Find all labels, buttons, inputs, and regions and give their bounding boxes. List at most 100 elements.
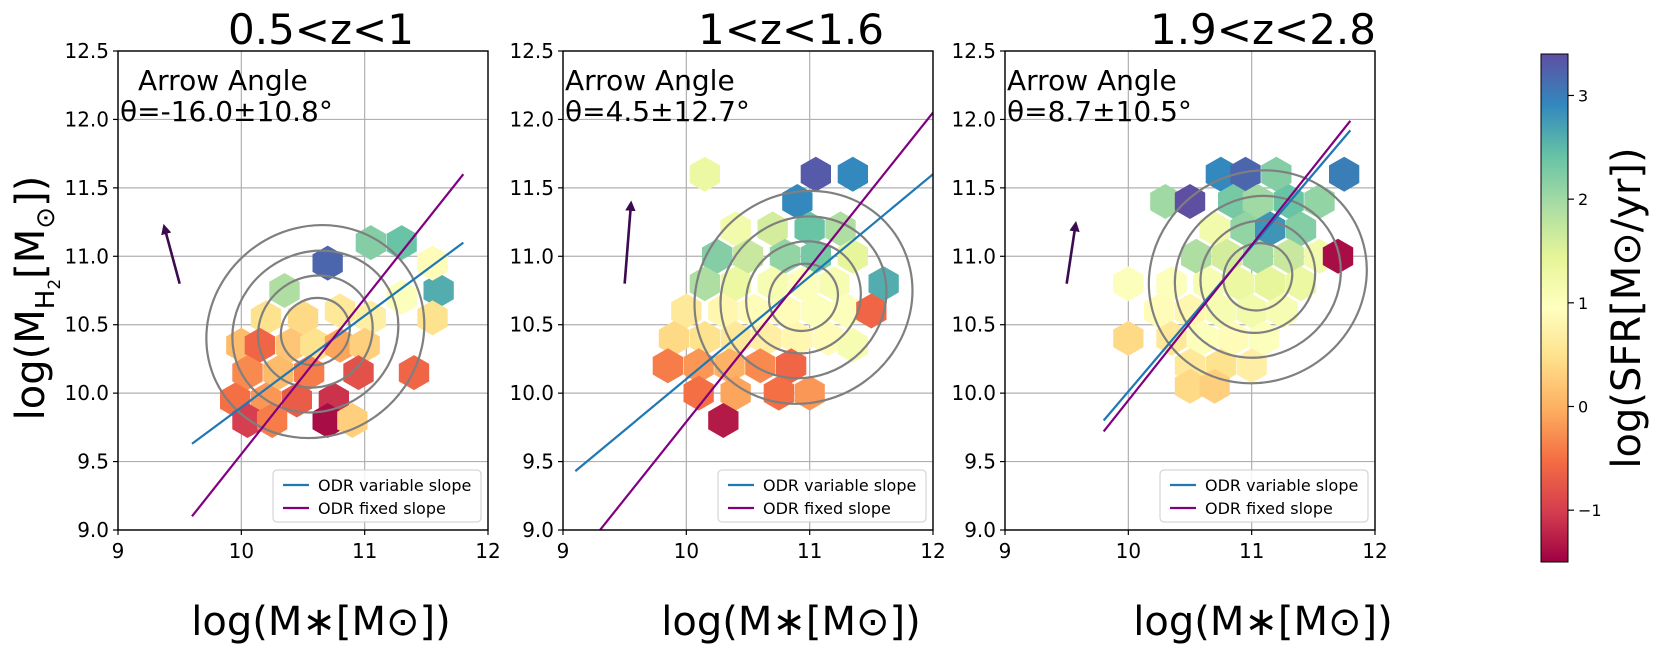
- hexbin: [819, 266, 850, 302]
- hexbin: [324, 327, 356, 363]
- hexbin: [1273, 238, 1304, 274]
- hexbin: [269, 273, 300, 308]
- odr-fixed-slope-line: [191, 173, 465, 517]
- contour-level: [745, 240, 862, 355]
- legend-label: ODR fixed slope: [763, 499, 891, 518]
- hexbin: [1205, 293, 1236, 329]
- y-tick-label: 11.5: [64, 176, 109, 200]
- y-tick-label: 10.5: [64, 313, 109, 337]
- x-tick-label: 11: [797, 539, 822, 563]
- contour-level: [256, 274, 374, 389]
- y-axis-label: log(MH2[M⊙]): [8, 176, 65, 421]
- plot-frame: [562, 50, 934, 531]
- hexbin: [683, 375, 714, 411]
- hexbin: [720, 266, 751, 302]
- x-tick-label: 11: [1239, 539, 1264, 563]
- angle-arrow: [623, 200, 636, 284]
- y-tick-label: 10.0: [951, 381, 996, 405]
- legend-label: ODR variable slope: [1205, 476, 1358, 495]
- annotation-theta: θ=-16.0±10.8°: [120, 95, 333, 128]
- hexbin: [1174, 368, 1206, 404]
- hexbin: [658, 320, 690, 356]
- hexbin: [837, 327, 868, 363]
- y-tick-label: 12.5: [951, 39, 996, 63]
- colorbar: −1 0 1 2 3 log(SFR[M⊙/yr]): [1540, 53, 1650, 563]
- hexbin: [1261, 156, 1292, 192]
- hexbin: [856, 293, 887, 329]
- hexbin: [652, 348, 683, 384]
- y-tick-label: 9.5: [77, 450, 109, 474]
- colorbar-gradient: [1540, 53, 1569, 563]
- y-tick-label: 11.5: [509, 176, 554, 200]
- x-tick-label: 9: [112, 539, 125, 563]
- hexbin: [708, 293, 739, 329]
- hexbin: [776, 348, 807, 384]
- contour-level: [1222, 242, 1294, 312]
- y-tick-label: 9.0: [77, 518, 109, 542]
- x-tick-label: 12: [920, 539, 945, 563]
- hexbin: [1242, 184, 1273, 219]
- x-tick-label: 10: [229, 539, 254, 563]
- colorbar-tick-label: −1: [1578, 501, 1602, 520]
- hexbin: [868, 266, 899, 302]
- hexbin: [813, 320, 844, 356]
- x-axis-label: log(M∗[M⊙]): [1133, 599, 1392, 645]
- panel-title: 1<z<1.6: [698, 5, 884, 54]
- hexbin: [689, 266, 720, 302]
- colorbar-tick-label: 0: [1578, 397, 1588, 416]
- annotation-theta: θ=8.7±10.5°: [1007, 95, 1192, 128]
- hexbin: [1113, 320, 1144, 356]
- hexbin: [1156, 320, 1187, 356]
- hexbin: [837, 156, 868, 192]
- legend-box: [717, 469, 927, 523]
- legend-label: ODR variable slope: [318, 476, 471, 495]
- density-contours: [693, 189, 914, 405]
- legend-box: [1159, 469, 1369, 523]
- y-tick-label: 12.0: [509, 107, 554, 131]
- y-tick-label: 10.5: [509, 313, 554, 337]
- y-tick-label: 12.0: [64, 107, 109, 131]
- annotation-title: Arrow Angle: [138, 64, 308, 97]
- hexbin: [1255, 266, 1286, 302]
- hexbin: [757, 211, 788, 247]
- annotation-theta: θ=4.5±12.7°: [565, 95, 750, 128]
- hexbin: [1322, 238, 1354, 274]
- x-axis-label: log(M∗[M⊙]): [661, 599, 920, 645]
- hexbin: [386, 225, 417, 261]
- x-tick-label: 10: [674, 539, 699, 563]
- y-tick-label: 9.0: [964, 518, 996, 542]
- y-tick-label: 9.5: [964, 450, 996, 474]
- colorbar-label: log(SFR[M⊙/yr]): [1604, 147, 1650, 468]
- x-tick-label: 12: [1362, 539, 1387, 563]
- y-tick-label: 12.0: [951, 107, 996, 131]
- hexbin: [1174, 293, 1206, 329]
- legend-box: [272, 469, 482, 523]
- x-tick-label: 12: [475, 539, 500, 563]
- hexbin: [1224, 266, 1255, 302]
- y-tick-label: 12.5: [64, 39, 109, 63]
- hexbin: [1113, 266, 1144, 302]
- panel-title: 0.5<z<1: [228, 5, 414, 54]
- y-tick-label: 11.0: [509, 244, 554, 268]
- contour-level: [1199, 219, 1317, 334]
- hexbin: [1329, 156, 1360, 192]
- y-tick-label: 10.0: [509, 381, 554, 405]
- y-tick-label: 11.0: [951, 244, 996, 268]
- hexbin: [337, 403, 368, 438]
- contour-level: [279, 296, 351, 367]
- colorbar-tick-label: 2: [1578, 190, 1588, 209]
- colorbar-tick-label: 3: [1578, 86, 1588, 105]
- annotation-title: Arrow Angle: [1007, 64, 1177, 97]
- angle-arrow: [1065, 221, 1080, 284]
- hexbin: [720, 375, 751, 411]
- density-contours: [1147, 169, 1368, 385]
- odr-variable-slope-line: [574, 173, 933, 472]
- y-tick-label: 10.0: [64, 381, 109, 405]
- hexbin: [720, 211, 751, 247]
